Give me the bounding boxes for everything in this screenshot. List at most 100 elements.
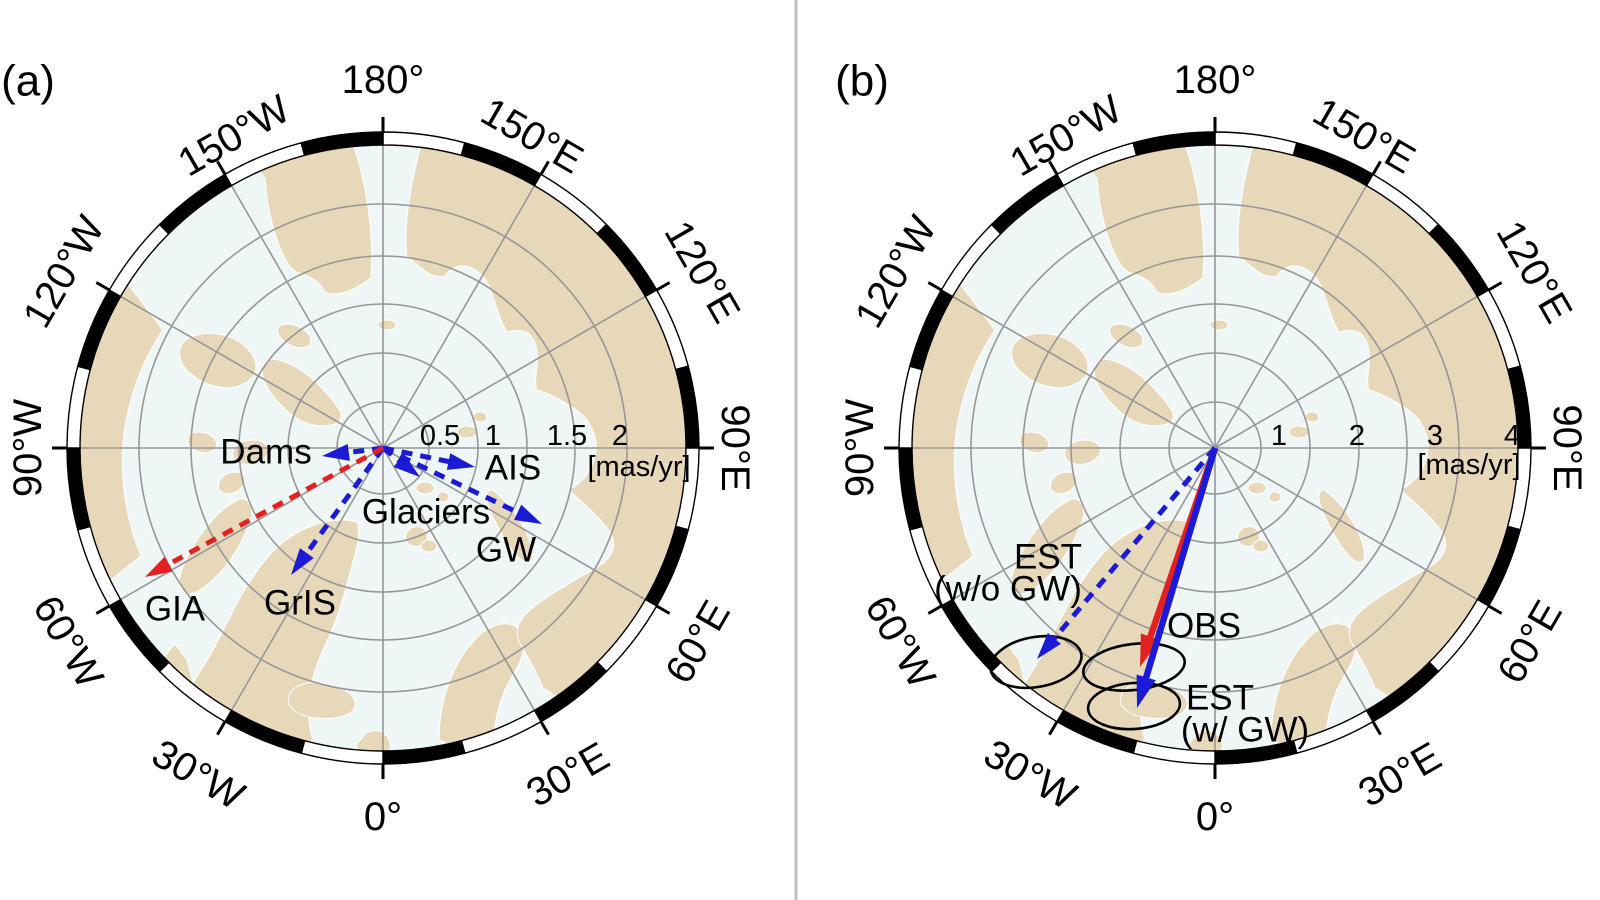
- longitude-label: 0°: [1196, 795, 1234, 839]
- vector-label: Glaciers: [362, 493, 490, 532]
- landmass: [1064, 439, 1101, 465]
- vector-arrowhead: [513, 504, 542, 524]
- landmass: [179, 498, 253, 594]
- landmass: [420, 539, 438, 553]
- vector-arrowhead: [446, 453, 475, 470]
- frame-tick: [216, 160, 227, 176]
- vector-shaft: [340, 445, 384, 456]
- vector-label: EST: [1186, 679, 1254, 718]
- vector-shaft: [381, 445, 526, 518]
- longitude-label: 60°E: [657, 593, 739, 690]
- frame-tick: [1048, 160, 1059, 176]
- landmass: [261, 358, 342, 427]
- scale-tick-label: 3: [1427, 420, 1443, 452]
- longitude-label: 0°: [364, 795, 402, 839]
- vector-label: GW: [476, 531, 536, 570]
- scale-tick-label: 4: [1504, 420, 1520, 452]
- landmass: [1268, 491, 1282, 503]
- vector-shaft: [160, 445, 385, 570]
- longitude-label: 120°E: [1488, 214, 1581, 331]
- map-panel-a: 180°150°E120°E90°E60°E30°E0°30°W60°W90°W…: [1, 57, 757, 840]
- landmass: [1304, 411, 1320, 423]
- vector-shaft: [1140, 447, 1219, 687]
- vector-label: Dams: [220, 433, 311, 472]
- scale-tick-label: 1: [1271, 420, 1287, 452]
- vector-label: (w/o GW): [934, 570, 1082, 609]
- vector-est-w-gw-: EST(w/ GW): [1136, 447, 1309, 750]
- frame-tick: [1371, 160, 1382, 176]
- vector-arrowhead: [1037, 632, 1061, 659]
- vector-gia: GIA: [145, 445, 385, 629]
- error-ellipse-est-w-gw: [1086, 681, 1182, 731]
- longitude-label: 60°W: [856, 588, 943, 695]
- vector-shaft: [382, 445, 457, 466]
- scale-tick-label: 2: [612, 420, 628, 452]
- landmass: [472, 411, 488, 423]
- meridian-line: [1214, 447, 1478, 601]
- meridian-line: [230, 185, 384, 449]
- meridian-line: [952, 447, 1216, 601]
- vector-arrowhead: [291, 548, 314, 575]
- meridian-line: [382, 447, 536, 711]
- landmass: [1011, 498, 1085, 594]
- frame-tick: [655, 604, 671, 615]
- vector-label: AIS: [485, 449, 541, 488]
- meridian-line: [120, 447, 384, 601]
- longitude-label: 30°E: [519, 734, 616, 816]
- longitude-label: 90°W: [838, 399, 882, 497]
- vector-est-w-o-gw-: EST(w/o GW): [934, 446, 1217, 659]
- landmass: [217, 471, 246, 495]
- vector-arrowhead: [145, 556, 173, 577]
- landmass: [1011, 332, 1089, 388]
- meridian-line: [382, 295, 646, 449]
- meridian-line: [382, 185, 536, 449]
- panel-letter-a: (a): [1, 57, 55, 106]
- meridian-line: [1062, 185, 1216, 449]
- longitude-label: 60°W: [24, 588, 111, 695]
- scale-unit-label: [mas/yr]: [587, 451, 690, 483]
- landmass: [1188, 730, 1223, 751]
- frame-tick: [655, 281, 671, 292]
- landmass: [356, 730, 391, 751]
- meridian-line: [1214, 185, 1368, 449]
- vector-ais: AIS: [382, 445, 541, 488]
- frame-tick: [1487, 604, 1503, 615]
- landmass: [377, 319, 397, 331]
- scale-tick-label: 1.5: [547, 420, 587, 452]
- landmass: [456, 425, 478, 439]
- vector-label: EST: [1014, 538, 1082, 577]
- longitude-label: 120°E: [656, 214, 749, 331]
- landmass: [287, 682, 356, 719]
- frame-tick: [927, 604, 943, 615]
- landmass: [436, 491, 450, 503]
- meridian-line: [1062, 447, 1216, 711]
- map-frame-ring: [52, 117, 714, 779]
- vector-label: OBS: [1167, 607, 1241, 646]
- vector-arrowhead: [322, 444, 350, 461]
- scale-unit-label: [mas/yr]: [1417, 449, 1520, 481]
- meridian-line: [230, 447, 384, 711]
- scale-tick-label: 0.5: [420, 420, 460, 452]
- frame-tick: [539, 160, 550, 176]
- vector-shaft: [300, 446, 386, 561]
- frame-tick: [539, 720, 550, 736]
- meridian-line: [382, 447, 646, 601]
- vector-shaft: [1047, 446, 1217, 646]
- frame-tick: [1371, 720, 1382, 736]
- scale-tick-label: 1: [485, 420, 501, 452]
- map-frame-ring: [884, 117, 1546, 779]
- vector-label: GrIS: [264, 584, 336, 623]
- longitude-label: 180°: [342, 58, 425, 102]
- frame-tick: [1487, 281, 1503, 292]
- landmass: [1288, 425, 1310, 439]
- longitude-label: 90°W: [6, 399, 50, 497]
- scale-tick-label: 2: [1349, 420, 1365, 452]
- vector-arrowhead: [393, 453, 420, 477]
- longitude-label: 90°E: [713, 404, 757, 491]
- meridian-line: [120, 295, 384, 449]
- error-ellipse-est-wo-gw: [989, 634, 1083, 690]
- meridian-line: [952, 295, 1216, 449]
- longitude-label: 180°: [1174, 58, 1257, 102]
